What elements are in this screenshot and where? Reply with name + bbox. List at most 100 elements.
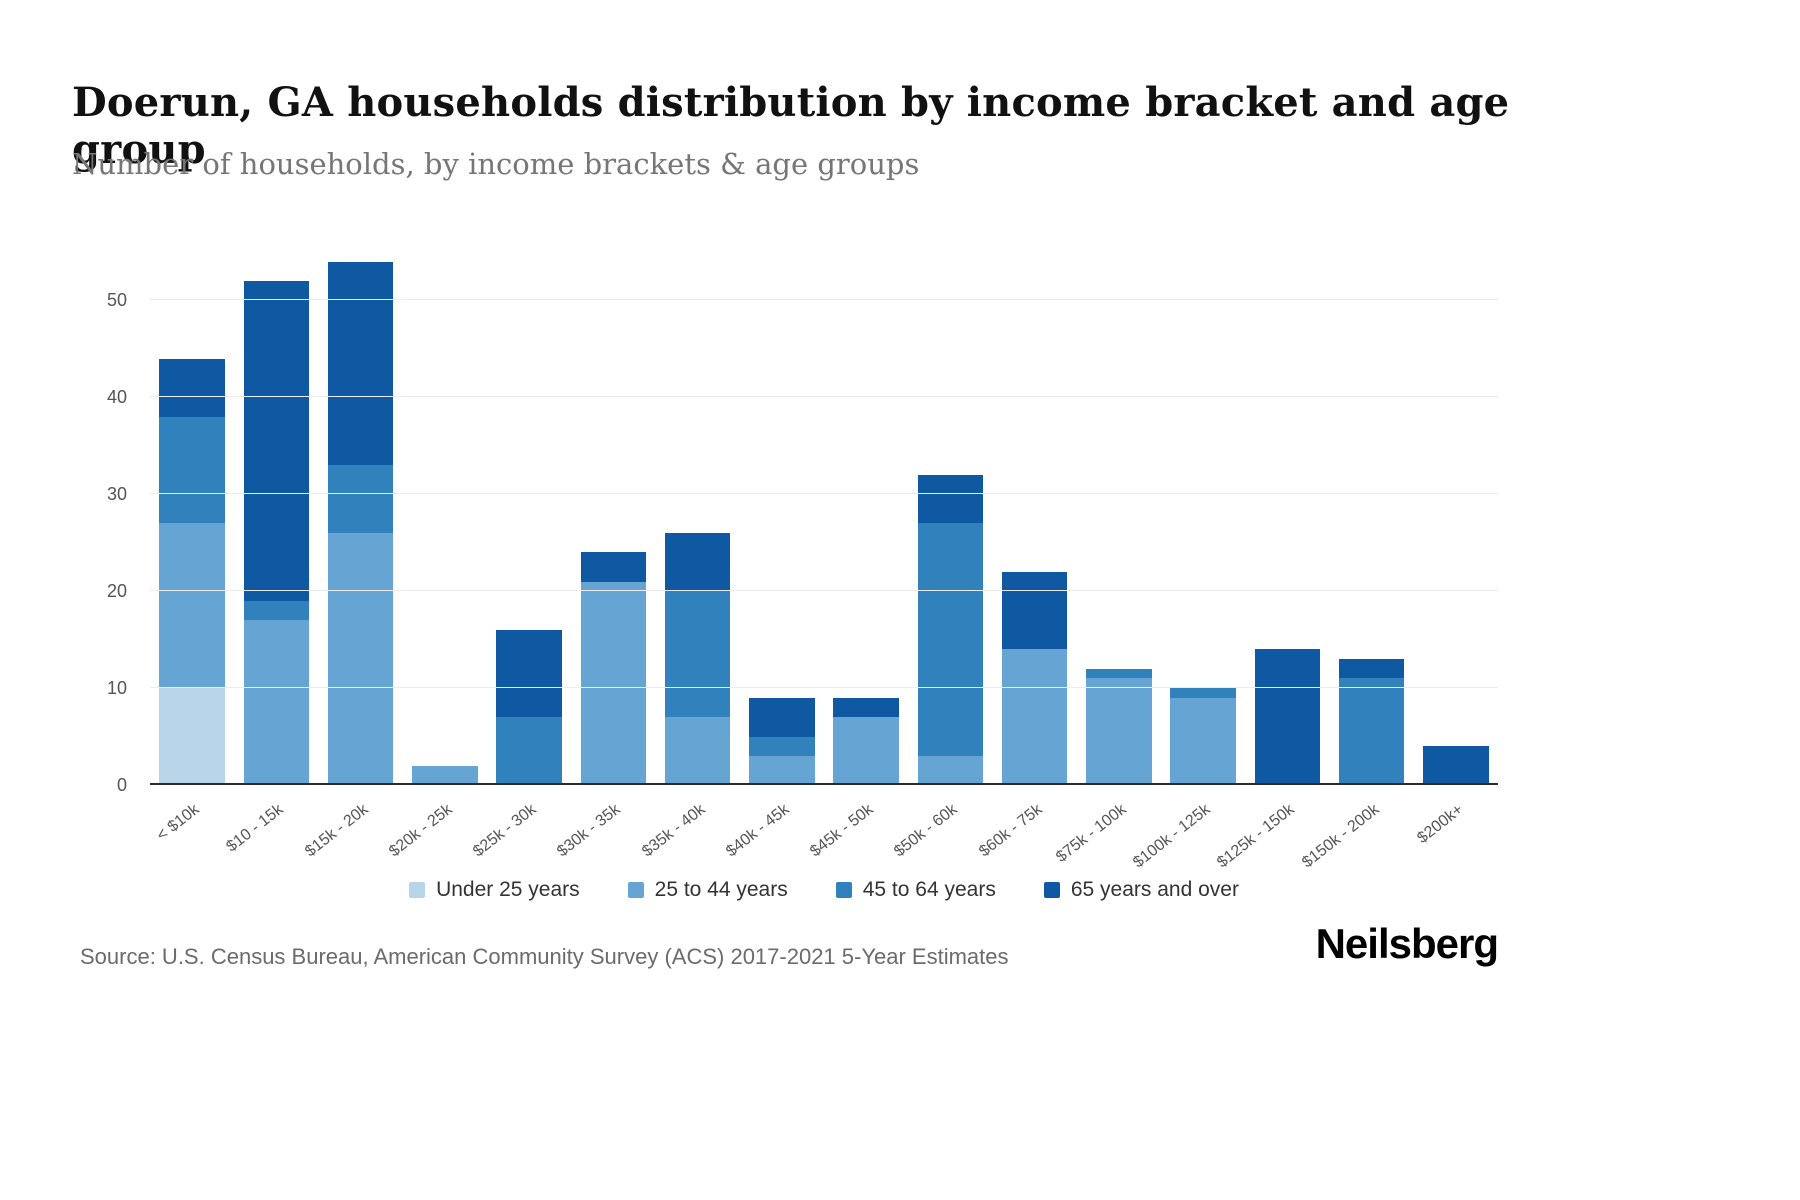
bar-segment[interactable] [664,533,731,592]
stacked-bar[interactable] [833,252,899,785]
bar-segment[interactable] [243,600,310,621]
gridline [150,687,1498,689]
chart-subtitle: Number of households, by income brackets… [72,147,920,181]
legend: Under 25 years 25 to 44 years 45 to 64 yea… [150,878,1498,902]
bar-slot [1330,252,1414,785]
bar-segment[interactable] [159,416,225,524]
legend-item[interactable]: 25 to 44 years [627,878,788,902]
bar-segment[interactable] [580,552,647,582]
stacked-bar[interactable] [327,252,394,785]
stacked-bar[interactable] [243,252,310,785]
plot-area [150,252,1498,785]
legend-label: 65 years and over [1070,878,1239,901]
legend-label: 45 to 64 years [862,878,996,901]
legend-item[interactable]: 65 years and over [1043,878,1239,902]
y-tick-label: 30 [106,484,127,505]
bar-slot [234,252,318,785]
bar-segment[interactable] [833,717,899,785]
legend-swatch [409,882,426,898]
y-tick-label: 10 [106,678,127,699]
gridline [150,299,1498,301]
y-axis: 0 10 20 30 40 50 [85,252,135,795]
bar-slot [150,252,234,785]
gridline [150,396,1498,398]
bar-segment[interactable] [1254,649,1321,785]
bar-segment[interactable] [1086,668,1152,679]
bar-segment[interactable] [1423,746,1489,785]
brand-logo: Neilsberg [1315,920,1499,967]
bar-slot [740,252,824,785]
bar-segment[interactable] [1338,659,1405,679]
bar-segment[interactable] [580,581,647,785]
bar-segment[interactable] [1170,688,1236,698]
legend-swatch [1043,882,1060,898]
stacked-bar[interactable] [412,252,478,785]
bar-segment[interactable] [749,755,815,785]
stacked-bar[interactable] [496,252,562,785]
bar-segment[interactable] [749,697,815,737]
y-tick-label: 0 [116,775,127,795]
bar-slot [993,252,1077,785]
legend-item[interactable]: Under 25 years [409,878,580,902]
bars-container [150,252,1498,785]
x-axis-line [150,783,1498,785]
bar-segment[interactable] [159,688,225,785]
bar-slot [1077,252,1161,785]
bar-segment[interactable] [496,629,562,718]
bar-slot [1414,252,1498,785]
bar-segment[interactable] [833,697,899,718]
bar-segment[interactable] [159,358,225,417]
stacked-bar[interactable] [1086,252,1152,785]
bar-slot [319,252,403,785]
stacked-bar[interactable] [1338,252,1405,785]
bar-segment[interactable] [243,620,310,785]
stacked-bar[interactable] [917,252,984,785]
bar-segment[interactable] [1001,649,1068,785]
legend-swatch [627,882,644,898]
stacked-bar[interactable] [580,252,647,785]
stacked-bar[interactable] [1254,252,1321,785]
bar-segment[interactable] [917,755,984,785]
source-text: Source: U.S. Census Bureau, American Com… [80,944,1009,969]
stacked-bar[interactable] [1423,252,1489,785]
bar-segment[interactable] [159,523,225,689]
legend-swatch [835,882,852,898]
bar-slot [571,252,655,785]
bar-slot [403,252,487,785]
bar-segment[interactable] [1001,571,1068,650]
bar-slot [656,252,740,785]
stacked-bar[interactable] [159,252,225,785]
bar-segment[interactable] [327,261,394,466]
stacked-bar[interactable] [664,252,731,785]
legend-item[interactable]: 45 to 64 years [835,878,996,902]
y-tick-label: 20 [106,581,127,602]
stacked-bar[interactable] [1001,252,1068,785]
legend-label: 25 to 44 years [654,878,788,901]
bar-segment[interactable] [412,765,478,785]
chart-title: Doerun, GA households distribution by in… [72,78,1510,173]
bar-segment[interactable] [1086,678,1152,785]
bar-slot [1161,252,1245,785]
gridline [150,590,1498,592]
stacked-bar[interactable] [749,252,815,785]
bar-segment[interactable] [749,736,815,756]
bar-slot [1245,252,1329,785]
bar-slot [908,252,992,785]
bar-segment[interactable] [664,717,731,785]
bar-segment[interactable] [1338,678,1405,785]
bar-slot [487,252,571,785]
y-tick-label: 40 [106,387,127,408]
bar-segment[interactable] [664,591,731,718]
y-tick-label: 50 [106,290,127,311]
bar-segment[interactable] [917,523,984,756]
bar-slot [824,252,908,785]
bar-segment[interactable] [327,465,394,534]
bar-segment[interactable] [496,717,562,785]
bar-segment[interactable] [243,281,310,601]
bar-segment[interactable] [1170,697,1236,785]
stacked-bar[interactable] [1170,252,1236,785]
bar-segment[interactable] [917,474,984,524]
gridline [150,493,1498,495]
bar-segment[interactable] [327,533,394,785]
legend-label: Under 25 years [436,878,580,901]
